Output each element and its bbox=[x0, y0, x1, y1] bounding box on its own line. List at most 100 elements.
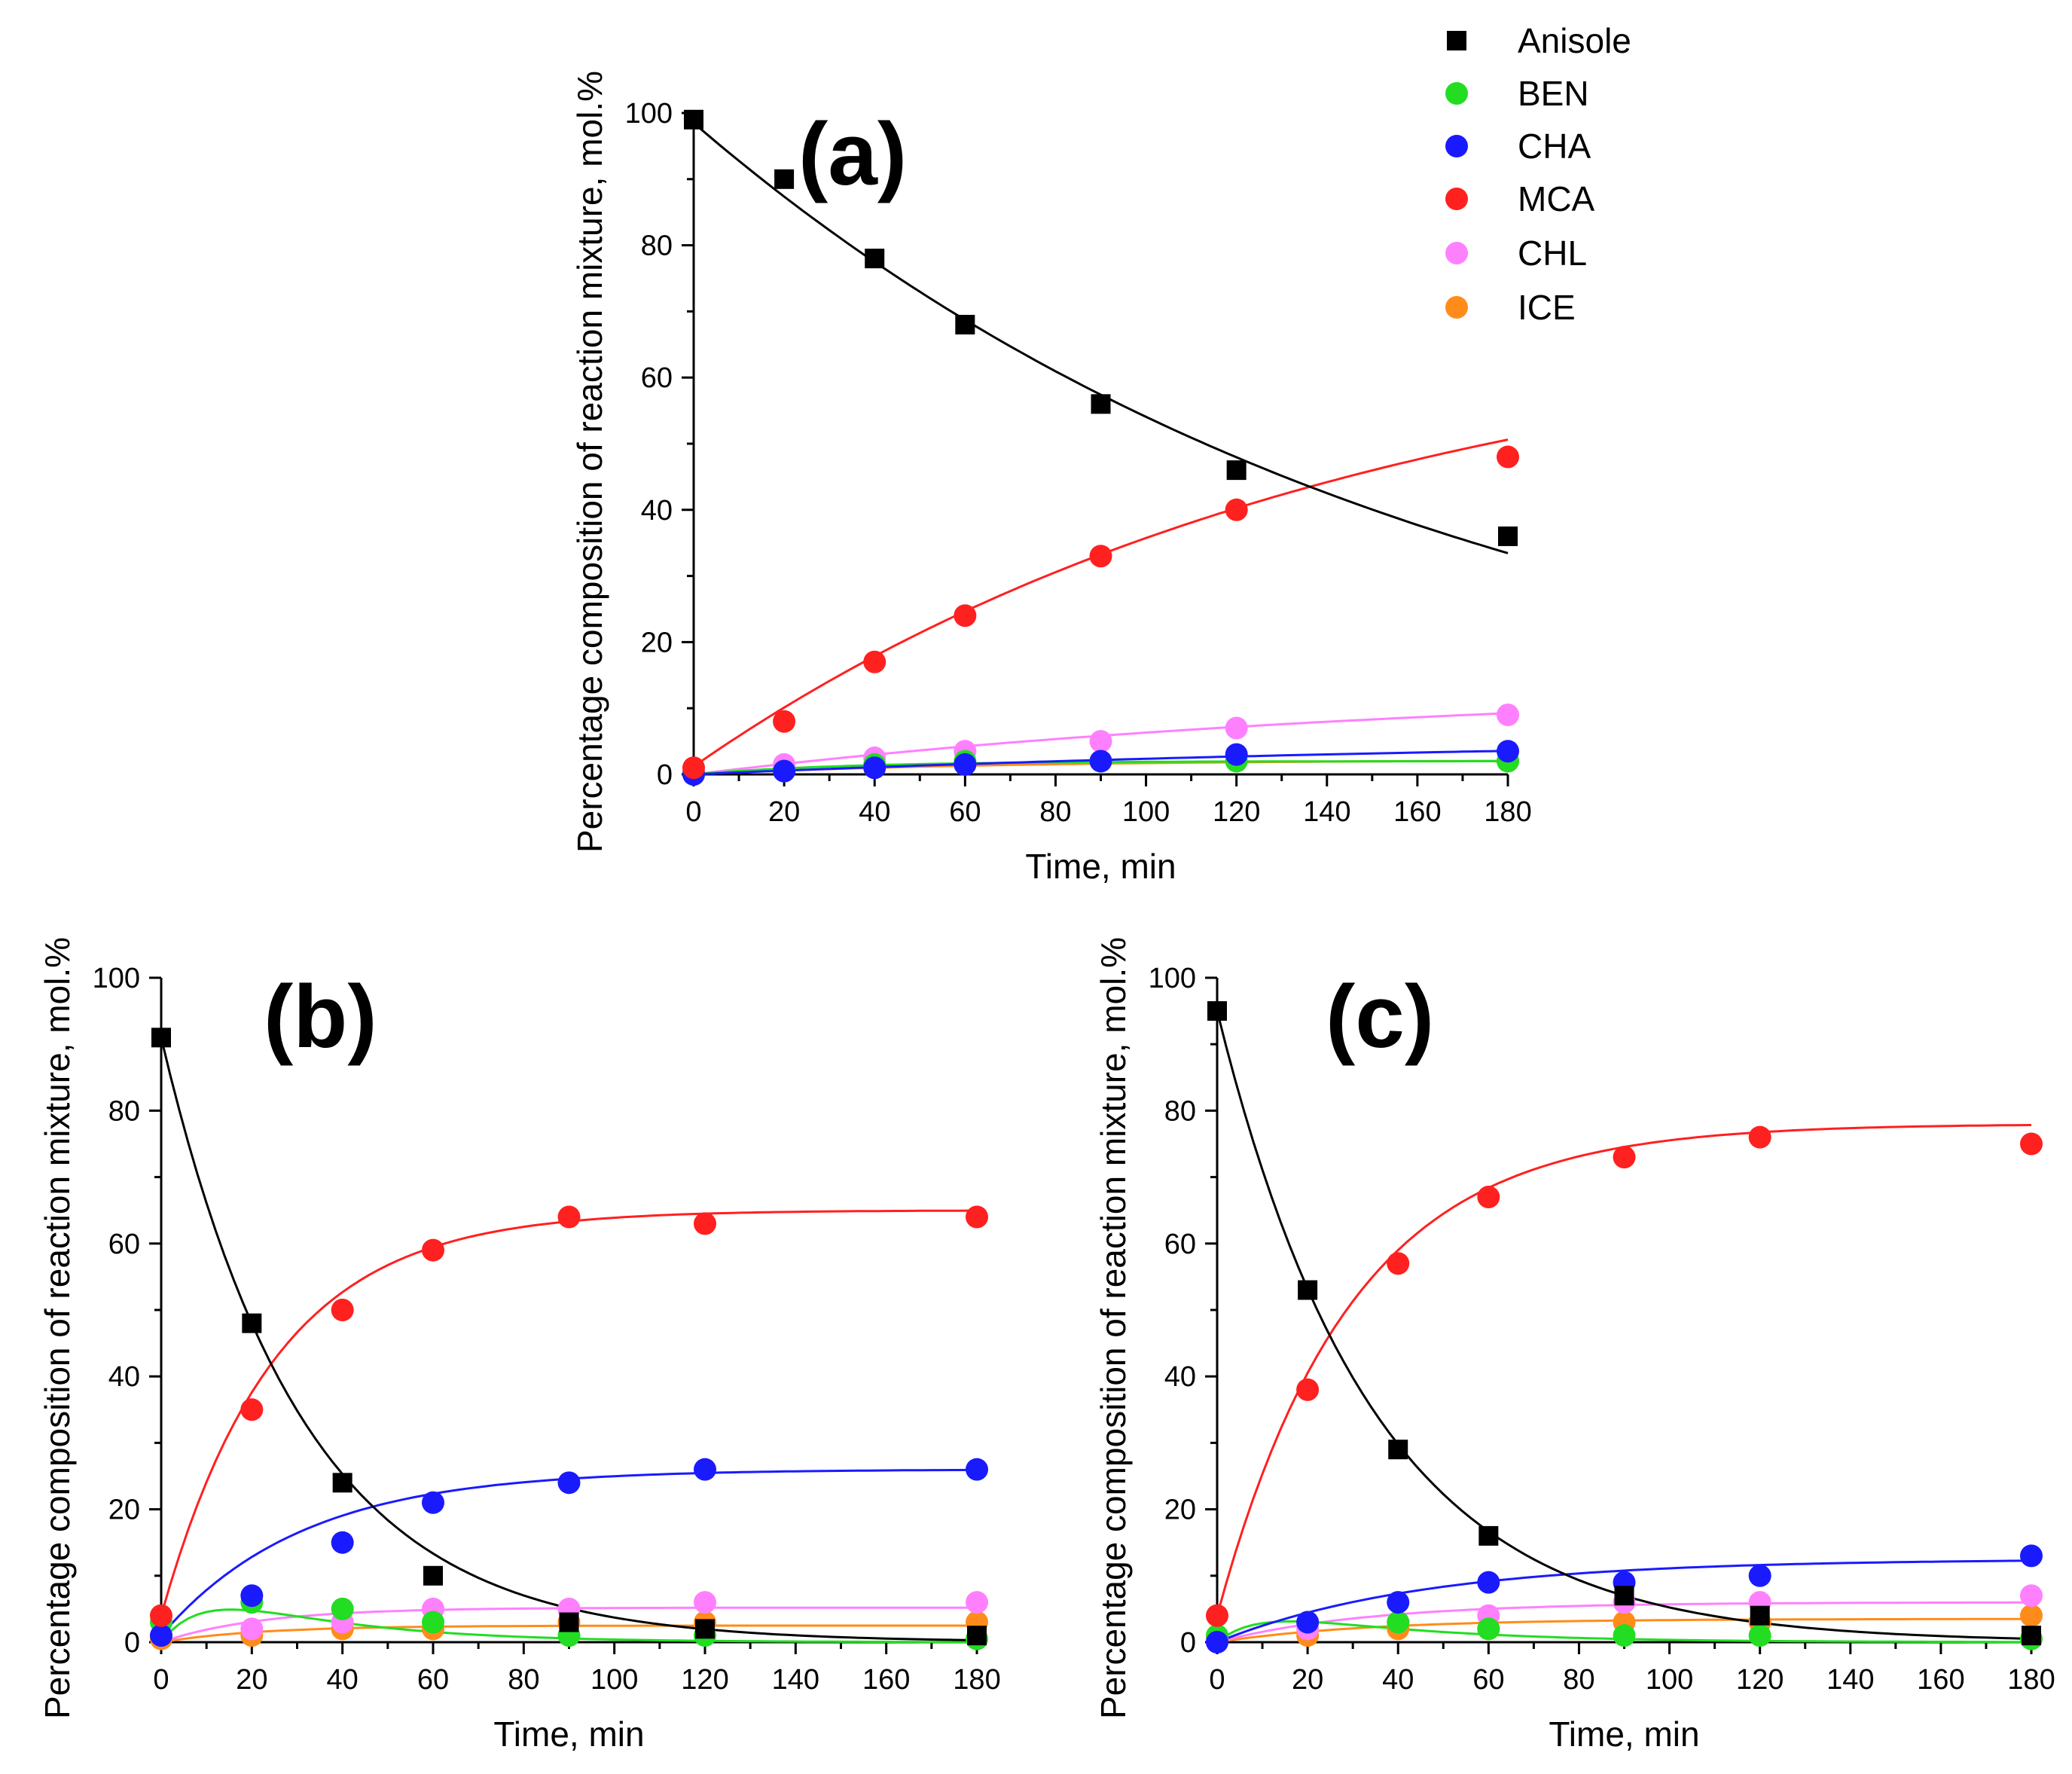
point-ben bbox=[331, 1597, 354, 1620]
y-axis-label: Percentage composition of reaction mixtu… bbox=[570, 71, 609, 853]
point-anisole bbox=[1226, 460, 1247, 481]
y-tick-label: 100 bbox=[93, 963, 140, 994]
point-cha bbox=[1089, 750, 1112, 773]
x-tick-label: 160 bbox=[1917, 1664, 1964, 1696]
legend-entry-cha: CHA bbox=[1445, 127, 1591, 166]
panel-a: 0 20 40 60 80 100 120 140 160 180 0 20 40 60 80 100 Time… bbox=[570, 71, 1532, 886]
point-mca bbox=[1089, 545, 1112, 568]
point-cha bbox=[557, 1471, 581, 1495]
point-cha bbox=[1748, 1564, 1771, 1587]
point-anisole bbox=[1478, 1525, 1499, 1546]
point-ben bbox=[1477, 1617, 1500, 1641]
point-anisole bbox=[1298, 1280, 1318, 1300]
y-axis-label: Percentage composition of reaction mixtu… bbox=[1094, 937, 1133, 1719]
point-cha bbox=[773, 759, 796, 783]
point-cha bbox=[954, 753, 977, 776]
point-anisole bbox=[1207, 1001, 1227, 1021]
point-cha bbox=[240, 1584, 264, 1608]
y-tick-label: 80 bbox=[1164, 1095, 1196, 1127]
point-cha bbox=[150, 1624, 172, 1647]
x-tick-label: 120 bbox=[1736, 1664, 1784, 1696]
x-tick-label: 60 bbox=[417, 1664, 449, 1696]
y-tick-label: 80 bbox=[641, 231, 673, 262]
point-anisole bbox=[1388, 1440, 1408, 1460]
y-tick-label: 20 bbox=[108, 1495, 140, 1526]
x-tick-label: 20 bbox=[236, 1664, 267, 1696]
x-tick-label: 140 bbox=[1826, 1664, 1874, 1696]
fit-curve-cha bbox=[1216, 1559, 2031, 1644]
x-tick-label: 120 bbox=[1213, 796, 1260, 828]
point-mca bbox=[150, 1604, 172, 1627]
point-cha bbox=[966, 1458, 988, 1481]
point-mca bbox=[2020, 1132, 2043, 1156]
x-tick-label: 0 bbox=[153, 1664, 169, 1696]
point-cha bbox=[863, 756, 886, 780]
point-ben bbox=[1387, 1611, 1410, 1634]
point-anisole bbox=[332, 1473, 352, 1493]
point-anisole bbox=[559, 1612, 579, 1632]
legend-label-mca: MCA bbox=[1518, 179, 1595, 218]
point-anisole bbox=[865, 249, 885, 269]
y-tick-label: 100 bbox=[625, 98, 673, 130]
point-cha bbox=[1477, 1571, 1500, 1594]
legend-marker-chl bbox=[1445, 242, 1468, 264]
point-chl bbox=[1225, 716, 1248, 740]
point-ice bbox=[2020, 1604, 2043, 1627]
point-cha bbox=[1225, 743, 1248, 766]
y-tick-label: 0 bbox=[124, 1627, 140, 1659]
x-axis-label: Time, min bbox=[493, 1714, 644, 1754]
x-tick-label: 100 bbox=[590, 1664, 638, 1696]
point-cha bbox=[422, 1491, 444, 1514]
x-tick-label: 40 bbox=[859, 796, 890, 828]
point-mca bbox=[1613, 1146, 1636, 1169]
legend-label-ice: ICE bbox=[1518, 288, 1576, 327]
point-mca bbox=[240, 1398, 264, 1421]
x-tick-label: 180 bbox=[1484, 796, 1531, 828]
point-anisole bbox=[967, 1626, 987, 1646]
x-tick-label: 140 bbox=[1303, 796, 1350, 828]
x-tick-label: 40 bbox=[1382, 1664, 1414, 1696]
x-tick-label: 80 bbox=[1563, 1664, 1594, 1696]
legend-label-cha: CHA bbox=[1518, 127, 1591, 166]
point-cha bbox=[1497, 740, 1519, 763]
y-tick-label: 20 bbox=[641, 627, 673, 658]
x-tick-label: 180 bbox=[953, 1664, 1000, 1696]
fit-curve-mca bbox=[1216, 1124, 2032, 1617]
point-anisole bbox=[1091, 394, 1111, 414]
point-mca bbox=[1206, 1604, 1228, 1627]
point-anisole bbox=[955, 314, 975, 334]
legend-marker-ice bbox=[1445, 296, 1468, 319]
legend-marker-cha bbox=[1445, 135, 1468, 157]
point-anisole bbox=[1498, 526, 1518, 546]
point-chl bbox=[966, 1591, 988, 1614]
panel-label: (c) bbox=[1326, 967, 1434, 1067]
x-tick-label: 160 bbox=[1393, 796, 1441, 828]
legend-label-anisole: Anisole bbox=[1518, 21, 1631, 60]
point-mca bbox=[1497, 445, 1519, 469]
x-tick-label: 20 bbox=[768, 796, 800, 828]
y-tick-label: 0 bbox=[1180, 1627, 1196, 1659]
point-chl bbox=[1089, 730, 1112, 753]
point-mca bbox=[954, 604, 977, 627]
point-anisole bbox=[684, 109, 703, 130]
point-ben bbox=[1748, 1624, 1771, 1647]
point-anisole bbox=[423, 1565, 443, 1586]
y-axis-label: Percentage composition of reaction mixtu… bbox=[38, 937, 77, 1719]
fit-curve-anisole bbox=[1216, 1010, 2032, 1640]
x-tick-label: 60 bbox=[1472, 1664, 1504, 1696]
point-cha bbox=[1296, 1611, 1320, 1634]
point-cha bbox=[694, 1458, 716, 1481]
x-tick-label: 20 bbox=[1292, 1664, 1323, 1696]
point-mca bbox=[422, 1238, 444, 1262]
fit-curve-mca bbox=[160, 1209, 977, 1617]
legend-entry-anisole: Anisole bbox=[1447, 21, 1631, 60]
x-tick-label: 60 bbox=[949, 796, 981, 828]
legend-entry-chl: CHL bbox=[1445, 234, 1587, 273]
x-tick-label: 40 bbox=[327, 1664, 359, 1696]
point-chl bbox=[2020, 1584, 2043, 1608]
point-chl bbox=[240, 1617, 264, 1641]
x-axis-label: Time, min bbox=[1549, 1714, 1699, 1754]
x-tick-label: 100 bbox=[1646, 1664, 1693, 1696]
x-tick-label: 0 bbox=[1209, 1664, 1225, 1696]
